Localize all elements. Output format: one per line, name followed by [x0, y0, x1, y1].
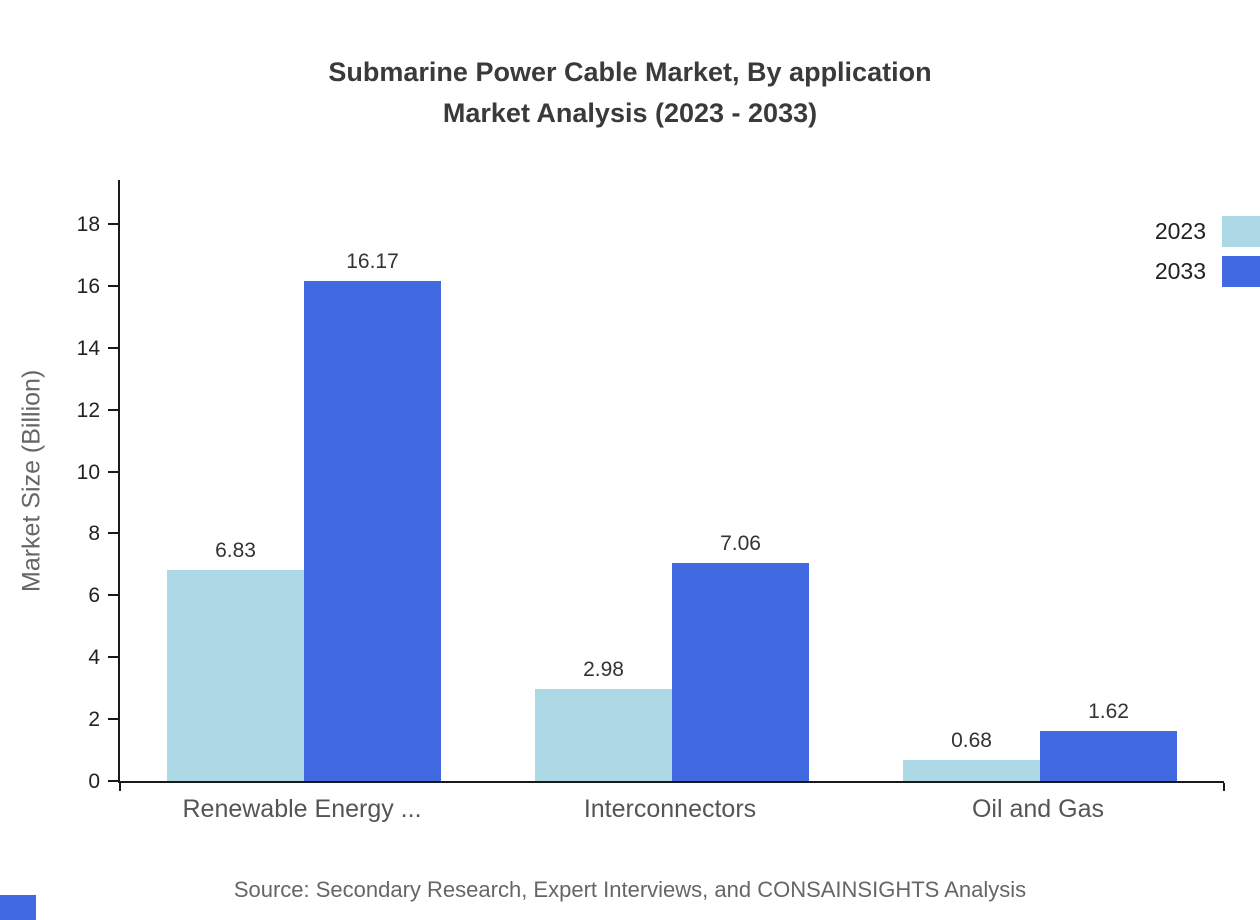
- bar-value-label: 16.17: [346, 249, 399, 273]
- plot-area: 0 2 4 6 8 10 12 14 16 18 6.83 16.17 2.98 7.06 0.68 1.62: [77, 180, 1225, 793]
- y-axis-tick: [108, 532, 118, 535]
- legend-item-2023: 2023: [1155, 216, 1260, 247]
- bar-2033-oil-and-gas: [1040, 730, 1177, 781]
- chart-title-line2: Market Analysis (2023 - 2033): [442, 98, 818, 128]
- y-tick-label: 6: [88, 584, 100, 608]
- bar-2023-interconnectors: [535, 688, 672, 781]
- bar-2033-interconnectors: [672, 562, 809, 781]
- x-category-label: Renewable Energy ...: [182, 795, 422, 823]
- chart-title-line1: Submarine Power Cable Market, By applica…: [328, 57, 932, 87]
- y-axis-tick: [108, 223, 118, 225]
- y-tick-label: 10: [76, 460, 100, 484]
- legend-label: 2023: [1154, 218, 1206, 244]
- y-tick-label: 18: [76, 213, 100, 236]
- y-axis-tick: [108, 470, 118, 473]
- bar-2023-oil-and-gas: [903, 759, 1040, 781]
- x-category-label: Oil and Gas: [971, 795, 1104, 823]
- brand-corner-square: [0, 895, 36, 920]
- legend-item-2033: 2033: [1155, 256, 1260, 287]
- x-axis-tick: [119, 783, 121, 791]
- bar-wrap: 6.83: [167, 539, 304, 781]
- y-tick-label: 8: [88, 522, 100, 546]
- y-tick-label: 14: [76, 336, 100, 360]
- bar-wrap: 0.68: [903, 729, 1040, 781]
- y-axis-tick: [108, 346, 118, 349]
- y-tick-label: 0: [88, 770, 100, 793]
- x-category-label: Interconnectors: [583, 795, 757, 823]
- y-axis-label: Market Size (Billion): [17, 369, 46, 592]
- y-tick-label: 12: [76, 398, 100, 422]
- source-text: Source: Secondary Research, Expert Inter…: [233, 877, 1027, 902]
- y-axis-tick: [108, 718, 118, 721]
- bar-value-label: 6.83: [215, 538, 256, 562]
- bar-value-label: 0.68: [951, 728, 992, 752]
- bar-group-oil-and-gas: 0.68 1.62: [856, 180, 1224, 781]
- bar-2023-renewable-energy: [167, 569, 304, 781]
- bar-value-label: 7.06: [720, 531, 761, 555]
- x-axis-tick: [1223, 783, 1225, 791]
- y-tick-label: 2: [88, 708, 100, 732]
- bar-value-label: 1.62: [1088, 699, 1129, 723]
- bar-2033-renewable-energy: [304, 280, 441, 781]
- y-tick-label: 4: [88, 646, 100, 670]
- y-axis-tick: [108, 284, 118, 287]
- legend-swatch-2033: [1222, 256, 1260, 287]
- legend-label: 2033: [1154, 258, 1206, 284]
- y-axis-tick: [108, 780, 118, 782]
- bar-wrap: 16.17: [304, 250, 441, 781]
- bar-wrap: 7.06: [672, 532, 809, 781]
- bar-value-label: 2.98: [583, 657, 624, 681]
- legend-swatch-2023: [1222, 216, 1260, 247]
- y-tick-label: 16: [76, 274, 100, 298]
- bar-wrap: 2.98: [535, 658, 672, 781]
- y-axis-tick: [108, 408, 118, 411]
- y-axis-tick: [108, 594, 118, 597]
- chart-title: Submarine Power Cable Market, By applica…: [0, 52, 1260, 134]
- bar-group-interconnectors: 2.98 7.06: [488, 180, 856, 781]
- bar-group-renewable-energy: 6.83 16.17: [120, 180, 488, 781]
- bar-wrap: 1.62: [1040, 700, 1177, 781]
- y-axis-tick: [108, 656, 118, 659]
- legend: 2023 2033: [1155, 216, 1260, 287]
